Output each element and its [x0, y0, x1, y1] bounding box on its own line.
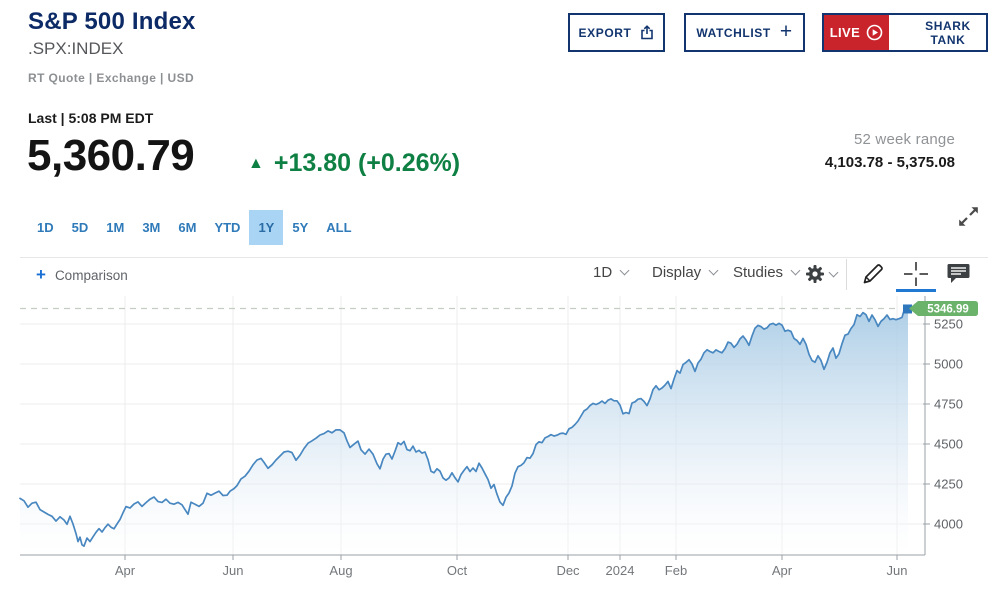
tab-1y[interactable]: 1Y — [249, 210, 284, 245]
watchlist-label: WATCHLIST — [696, 25, 771, 40]
y-tick-label: 5000 — [934, 357, 963, 372]
price-change: ▲ +13.80 (+0.26%) — [248, 149, 460, 178]
studies-label: Studies — [733, 264, 784, 281]
x-tick-label: Apr — [115, 563, 136, 578]
last-point-marker — [903, 304, 912, 314]
live-shark-tank-button[interactable]: LIVE SHARK TANK — [822, 13, 988, 52]
annotation-tool-button[interactable] — [942, 259, 974, 291]
tab-5y[interactable]: 5Y — [283, 210, 317, 245]
draw-tool-button[interactable] — [856, 259, 890, 291]
x-tick-label: Apr — [772, 563, 793, 578]
comment-icon — [947, 264, 969, 283]
x-tick-label: Jun — [223, 563, 244, 578]
tab-all[interactable]: ALL — [317, 210, 360, 245]
play-icon — [866, 24, 883, 41]
active-tool-indicator — [896, 289, 936, 292]
change-value: +13.80 (+0.26%) — [273, 149, 461, 177]
gear-icon — [806, 265, 824, 283]
y-tick-label: 4000 — [934, 517, 963, 532]
plus-icon: + — [779, 19, 793, 43]
last-timestamp: Last | 5:08 PM EDT — [28, 110, 154, 126]
range-value: 4,103.78 - 5,375.08 — [824, 154, 955, 171]
last-price-tag — [909, 300, 978, 316]
chart-settings-button[interactable] — [804, 263, 839, 285]
crosshair-tool-button[interactable] — [896, 259, 936, 292]
watchlist-button[interactable]: WATCHLIST + — [684, 13, 805, 52]
up-arrow-icon: ▲ — [248, 154, 264, 172]
tab-1m[interactable]: 1M — [97, 210, 133, 245]
tab-6m[interactable]: 6M — [169, 210, 205, 245]
add-comparison-button[interactable]: + Comparison — [36, 265, 128, 285]
y-tick-label: 4250 — [934, 477, 963, 492]
export-button[interactable]: EXPORT — [568, 13, 665, 52]
page-title: S&P 500 Index — [28, 8, 196, 35]
export-label: EXPORT — [578, 25, 632, 40]
range-label: 52 week range — [853, 131, 955, 148]
x-tick-label: Oct — [447, 563, 468, 578]
comparison-label: Comparison — [54, 267, 128, 283]
y-tick-label: 4500 — [934, 437, 963, 452]
chevron-down-icon — [790, 265, 801, 276]
live-label: LIVE — [829, 25, 861, 40]
price-line — [19, 306, 909, 547]
tab-5d[interactable]: 5D — [63, 210, 98, 245]
x-tick-label: Feb — [665, 563, 687, 578]
price-area — [20, 307, 908, 555]
x-tick-label: Dec — [556, 563, 580, 578]
tab-ytd[interactable]: YTD — [205, 210, 249, 245]
show-label: SHARK TANK — [925, 18, 971, 47]
symbol: .SPX:INDEX — [28, 39, 124, 58]
pencil-icon — [863, 263, 883, 283]
x-tick-label: 2024 — [606, 563, 635, 578]
export-icon — [641, 25, 654, 40]
last-price: 5,360.79 — [27, 131, 195, 180]
interval-value: 1D — [593, 264, 613, 281]
tab-1d[interactable]: 1D — [28, 210, 63, 245]
toolbar-divider — [846, 259, 847, 290]
studies-dropdown[interactable]: Studies — [733, 264, 801, 281]
chevron-down-icon — [828, 267, 839, 277]
tab-3m[interactable]: 3M — [133, 210, 169, 245]
range-tabs: 1D 5D 1M 3M 6M YTD 1Y 5Y ALL — [28, 210, 361, 245]
y-tick-label: 5250 — [934, 317, 963, 332]
x-tick-label: Aug — [329, 563, 352, 578]
quote-meta: RT Quote | Exchange | USD — [28, 71, 195, 85]
last-price-tag-label: 5346.99 — [927, 303, 969, 315]
display-dropdown[interactable]: Display — [652, 264, 719, 281]
crosshair-icon — [904, 261, 928, 286]
display-label: Display — [652, 264, 702, 281]
x-tick-label: Jun — [887, 563, 908, 578]
chevron-down-icon — [708, 265, 719, 276]
interval-dropdown[interactable]: 1D — [593, 264, 630, 281]
y-tick-label: 4750 — [934, 397, 963, 412]
live-badge: LIVE — [824, 15, 889, 50]
chevron-down-icon — [619, 265, 630, 276]
expand-icon[interactable] — [955, 205, 981, 231]
chart-module-divider — [20, 257, 988, 258]
add-icon: + — [36, 265, 46, 284]
